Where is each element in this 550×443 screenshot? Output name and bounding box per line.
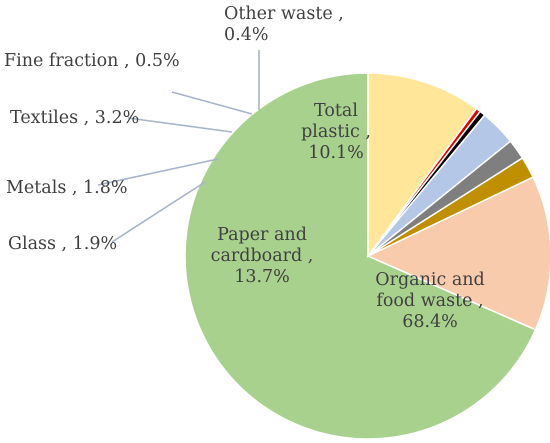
- leader-line-textiles: [127, 117, 233, 133]
- data-label-line: plastic ,: [301, 122, 371, 142]
- data-label-metals: Metals , 1.8%: [6, 178, 127, 198]
- leader-lines-layer: [97, 50, 260, 243]
- data-label-organic-and-food-waste: Organic and food waste , 68.4%: [375, 270, 485, 332]
- data-label-line: Other waste ,: [224, 4, 344, 24]
- pie-slice-paper-and-cardboard: [366, 176, 550, 331]
- data-label-line: Organic and: [375, 270, 485, 290]
- data-label-line: 68.4%: [402, 312, 458, 332]
- data-label-paper-and-cardboard: Paper and cardboard , 13.7%: [211, 225, 314, 287]
- data-label-line: 0.4%: [224, 25, 268, 45]
- data-label-line: food waste ,: [376, 291, 483, 311]
- data-label-line: Total: [314, 101, 358, 121]
- leader-line-glass: [111, 181, 206, 243]
- data-label-line: 10.1%: [308, 143, 364, 163]
- data-label-line: Glass , 1.9%: [8, 234, 117, 254]
- data-label-line: Fine fraction , 0.5%: [4, 51, 180, 71]
- slices-layer: [184, 72, 550, 440]
- pie-slice-total-plastic: [367, 72, 478, 259]
- data-label-line: 13.7%: [234, 267, 290, 287]
- data-label-line: cardboard ,: [211, 246, 314, 266]
- data-label-line: Paper and: [217, 225, 307, 245]
- data-label-line: Metals , 1.8%: [6, 178, 127, 198]
- data-label-textiles: Textiles , 3.2%: [10, 108, 139, 128]
- data-label-other-waste: Other waste , 0.4%: [224, 4, 344, 45]
- leader-line-metals: [97, 158, 219, 186]
- labels-layer: Organic and food waste , 68.4% Paper and car…: [4, 4, 485, 332]
- data-label-glass: Glass , 1.9%: [8, 234, 117, 254]
- data-label-line: Textiles , 3.2%: [10, 108, 139, 128]
- data-label-total-plastic: Total plastic , 10.1%: [301, 101, 371, 163]
- leader-line-fine-fraction: [171, 91, 253, 115]
- data-label-fine-fraction: Fine fraction , 0.5%: [4, 51, 180, 71]
